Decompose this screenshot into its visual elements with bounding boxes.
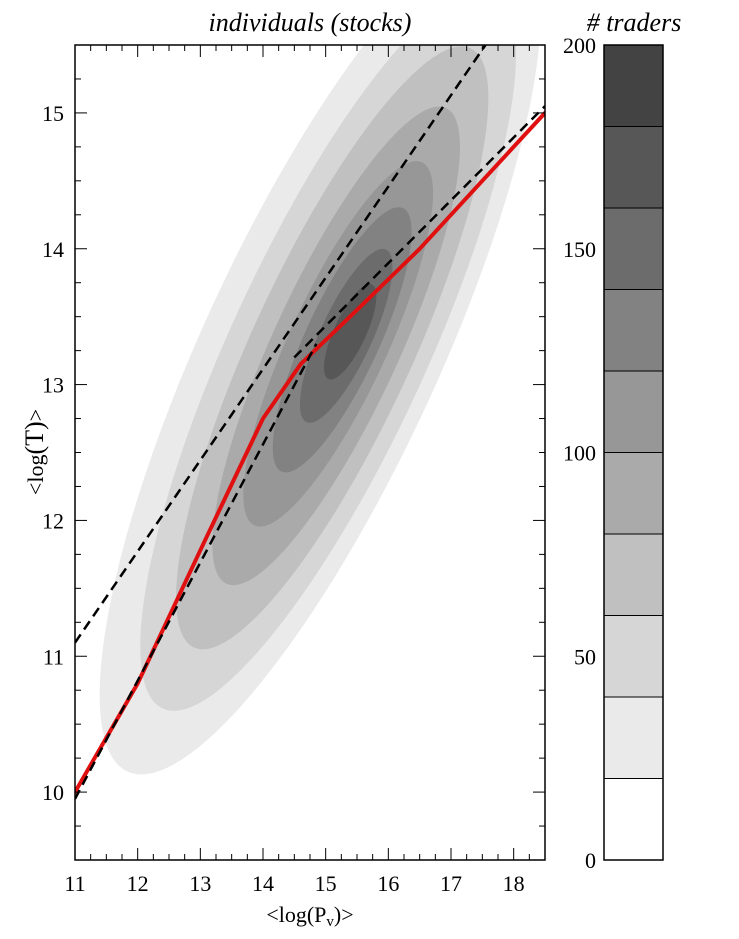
colorbar-band <box>603 778 664 861</box>
x-tick-labels: 11 12 13 14 15 16 17 18 <box>64 871 524 896</box>
colorbar-band <box>603 452 664 535</box>
colorbar-band <box>603 207 664 290</box>
fit-lines <box>75 45 545 800</box>
axis-ticks <box>74 44 546 861</box>
dashed-fit-line-2 <box>75 45 487 644</box>
colorbar-frame <box>603 44 664 861</box>
colorbar-band <box>603 289 664 372</box>
density-contours <box>99 45 541 775</box>
x-tick-label: 15 <box>315 871 337 896</box>
x-tick-label: 18 <box>503 871 525 896</box>
colorbar-band <box>603 370 664 453</box>
colorbar <box>603 44 664 861</box>
x-tick-label: 11 <box>64 871 85 896</box>
chart-title: individuals (stocks) <box>209 8 412 37</box>
colorbar-band <box>603 126 664 209</box>
colorbar-tick-label: 100 <box>563 441 596 466</box>
colorbar-band <box>603 696 664 779</box>
dashed-fit-line-1 <box>75 343 318 800</box>
y-tick-label: 14 <box>42 237 64 262</box>
colorbar-tick-labels: 0 50 100 150 200 <box>563 33 596 873</box>
colorbar-tick-label: 50 <box>574 644 596 669</box>
colorbar-tick-label: 150 <box>563 237 596 262</box>
x-axis-label: <log(Pv)> <box>266 902 353 930</box>
x-tick-label: 17 <box>440 871 462 896</box>
colorbar-band <box>603 615 664 698</box>
x-tick-label: 14 <box>252 871 274 896</box>
x-tick-label: 12 <box>127 871 149 896</box>
y-axis-label: <log(T)> <box>20 409 49 495</box>
colorbar-tick-label: 0 <box>585 848 596 873</box>
colorbar-band <box>603 44 664 127</box>
y-tick-label: 15 <box>42 101 64 126</box>
y-tick-labels: 10 11 12 13 14 15 <box>42 101 64 805</box>
y-tick-label: 10 <box>42 780 64 805</box>
density-contour-8 <box>324 284 377 380</box>
y-tick-label: 12 <box>42 508 64 533</box>
colorbar-band <box>603 533 664 616</box>
x-tick-label: 13 <box>189 871 211 896</box>
colorbar-title: # traders <box>587 8 682 37</box>
colorbar-tick-label: 200 <box>563 33 596 58</box>
dashed-fit-line-3 <box>293 105 545 359</box>
y-tick-label: 13 <box>42 373 64 398</box>
y-tick-label: 11 <box>43 644 64 669</box>
x-tick-label: 16 <box>377 871 399 896</box>
